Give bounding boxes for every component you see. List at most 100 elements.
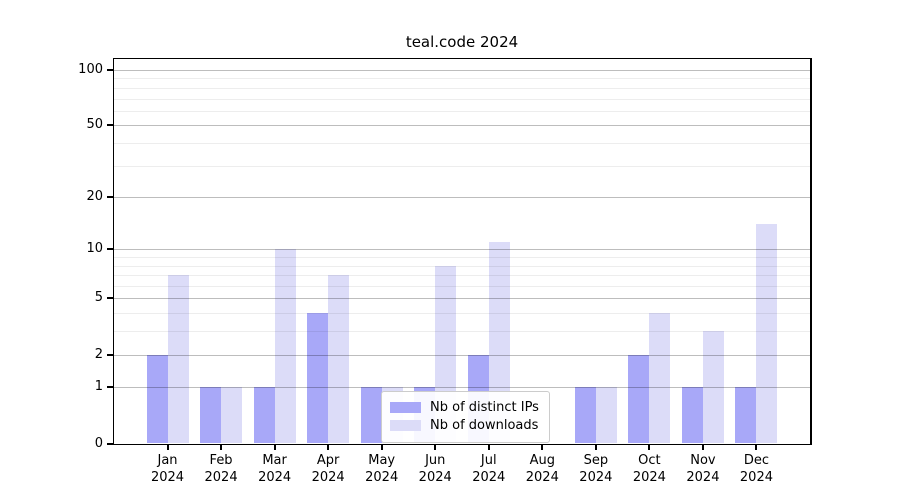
gridline-minor xyxy=(114,110,810,112)
x-tick xyxy=(755,443,758,450)
x-tick-year: 2024 xyxy=(472,469,506,485)
x-tick-month: Mar xyxy=(262,452,287,468)
gridline-major xyxy=(114,249,810,251)
x-tick-month: Apr xyxy=(316,452,340,468)
x-tick-label: Feb 2024 xyxy=(189,452,253,486)
bar-downloads xyxy=(595,387,617,444)
x-tick-year: 2024 xyxy=(418,469,452,485)
y-tick-label: 2 xyxy=(94,346,103,362)
gridline-minor xyxy=(114,142,810,144)
legend-label-distinct-ips: Nb of distinct IPs xyxy=(430,400,539,415)
axis-spine-top xyxy=(112,57,812,59)
bar-distinct-ips xyxy=(681,387,703,444)
x-tick-label: Mar 2024 xyxy=(243,452,307,486)
gridline-major xyxy=(114,197,810,199)
x-tick-label: May 2024 xyxy=(350,452,414,486)
x-tick-year: 2024 xyxy=(632,469,666,485)
gridline-major xyxy=(114,354,810,356)
y-tick-label: 50 xyxy=(86,117,103,133)
x-tick-month: Nov xyxy=(690,452,716,468)
gridline-minor xyxy=(114,275,810,277)
x-tick xyxy=(434,443,437,450)
x-tick-label: Dec 2024 xyxy=(724,452,788,486)
gridline-minor xyxy=(114,98,810,100)
x-tick xyxy=(701,443,704,450)
x-tick-year: 2024 xyxy=(258,469,292,485)
gridline-minor xyxy=(114,78,810,80)
y-tick-label: 100 xyxy=(78,62,103,77)
x-tick-year: 2024 xyxy=(579,469,613,485)
bar-downloads xyxy=(274,249,296,444)
x-tick-year: 2024 xyxy=(686,469,720,485)
x-tick-label: Sep 2024 xyxy=(564,452,628,486)
y-tick-label: 1 xyxy=(94,379,103,395)
bar-downloads xyxy=(221,387,243,444)
y-tick xyxy=(107,196,114,199)
x-tick-month: Jan xyxy=(157,452,178,468)
x-tick-month: Jul xyxy=(480,452,497,468)
legend-item-downloads: Nb of downloads xyxy=(390,418,539,433)
bar-downloads xyxy=(756,224,778,444)
x-tick-month: Dec xyxy=(743,452,770,468)
legend-label-downloads: Nb of downloads xyxy=(430,418,539,433)
bar-distinct-ips xyxy=(253,387,275,444)
x-tick xyxy=(380,443,383,450)
x-tick xyxy=(541,443,544,450)
x-tick-month: May xyxy=(368,452,396,468)
gridline-major xyxy=(114,298,810,300)
x-tick-month: Feb xyxy=(209,452,233,468)
x-tick-label: Aug 2024 xyxy=(510,452,574,486)
y-tick-label: 20 xyxy=(86,189,103,205)
x-tick-year: 2024 xyxy=(311,469,345,485)
y-tick xyxy=(107,353,114,356)
y-tick-label: 10 xyxy=(86,241,103,257)
x-tick xyxy=(594,443,597,450)
bar-distinct-ips xyxy=(200,387,222,444)
x-tick xyxy=(648,443,651,450)
gridline-minor xyxy=(114,331,810,333)
bar-distinct-ips xyxy=(360,387,382,444)
bar-downloads xyxy=(328,275,350,444)
x-tick-month: Aug xyxy=(529,452,555,468)
x-tick-year: 2024 xyxy=(204,469,238,485)
gridline-minor xyxy=(114,87,810,89)
gridline-major xyxy=(114,125,810,127)
axis-spine-bottom xyxy=(112,443,812,445)
legend: Nb of distinct IPs Nb of downloads xyxy=(381,391,550,443)
y-tick xyxy=(107,386,114,389)
bar-distinct-ips xyxy=(574,387,596,444)
x-tick-month: Sep xyxy=(583,452,609,468)
y-tick xyxy=(107,69,114,71)
x-tick-label: Jul 2024 xyxy=(457,452,521,486)
y-tick-label: 0 xyxy=(94,435,103,451)
x-tick-label: Oct 2024 xyxy=(617,452,681,486)
bar-downloads xyxy=(702,331,724,444)
bar-distinct-ips xyxy=(628,354,650,444)
axis-spine-right xyxy=(810,58,812,445)
x-tick xyxy=(166,443,169,450)
y-tick-label: 5 xyxy=(94,290,103,306)
x-tick-year: 2024 xyxy=(365,469,399,485)
y-tick xyxy=(107,124,114,127)
y-tick xyxy=(107,248,114,251)
gridline-major xyxy=(114,70,810,71)
bar-distinct-ips xyxy=(307,313,329,444)
bar-downloads xyxy=(649,313,671,444)
gridline-minor xyxy=(114,286,810,288)
x-tick-label: Jan 2024 xyxy=(136,452,200,486)
x-tick-year: 2024 xyxy=(739,469,773,485)
x-tick xyxy=(327,443,330,450)
gridline-minor xyxy=(114,265,810,267)
axis-spine-left xyxy=(112,58,114,445)
x-tick xyxy=(487,443,490,450)
x-tick xyxy=(273,443,276,450)
x-tick-year: 2024 xyxy=(150,469,185,485)
bar-distinct-ips xyxy=(735,387,757,444)
y-tick xyxy=(107,442,114,445)
y-tick xyxy=(107,297,114,300)
legend-item-distinct-ips: Nb of distinct IPs xyxy=(390,400,539,415)
bar-downloads xyxy=(167,275,189,444)
x-tick-label: Apr 2024 xyxy=(296,452,360,486)
x-tick-month: Jun xyxy=(425,452,446,468)
